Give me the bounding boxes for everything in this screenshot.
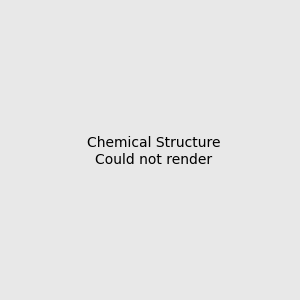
Text: Chemical Structure
Could not render: Chemical Structure Could not render [87, 136, 220, 166]
